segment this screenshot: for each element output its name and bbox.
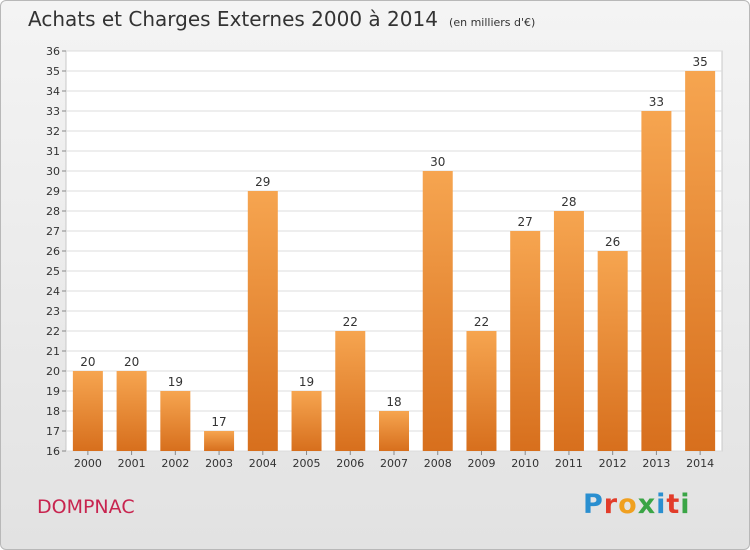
y-tick-label: 21: [46, 345, 60, 358]
y-tick-label: 31: [46, 145, 60, 158]
data-label: 27: [518, 215, 533, 229]
data-label: 28: [561, 195, 576, 209]
y-tick-label: 24: [46, 285, 60, 298]
x-axis: 2000 2001 2002 2003 2004 2005 2006 2007 2008 2009…: [74, 451, 714, 470]
y-tick-label: 29: [46, 185, 60, 198]
bar-2010: [510, 231, 541, 451]
x-tick-label: 2003: [205, 457, 233, 470]
y-tick-label: 35: [46, 65, 60, 78]
y-tick-label: 26: [46, 245, 60, 258]
y-tick-label: 36: [46, 45, 60, 58]
y-tick-label: 28: [46, 205, 60, 218]
x-tick-label: 2008: [424, 457, 452, 470]
y-tick-label: 18: [46, 405, 60, 418]
data-label: 33: [649, 95, 664, 109]
bars: 20 20 19 17 29 19 22 18 30 22 27 28 26 33 35: [72, 55, 716, 451]
x-tick-label: 2001: [118, 457, 146, 470]
x-tick-label: 2014: [686, 457, 714, 470]
data-label: 35: [692, 55, 707, 69]
y-tick-label: 23: [46, 305, 60, 318]
x-tick-label: 2000: [74, 457, 102, 470]
bar-2005: [291, 391, 322, 451]
data-label: 17: [211, 415, 226, 429]
x-tick-label: 2012: [599, 457, 627, 470]
bar-2000: [72, 371, 103, 451]
bar-2003: [204, 431, 235, 451]
y-tick-label: 34: [46, 85, 60, 98]
data-label: 22: [474, 315, 489, 329]
y-axis: 16 17 18 19 20 21 22 23 24 25 26 27 28 29 30 31 32 33 34 35…: [46, 45, 66, 458]
y-tick-label: 27: [46, 225, 60, 238]
bar-2014: [685, 71, 716, 451]
y-tick-label: 20: [46, 365, 60, 378]
y-tick-label: 30: [46, 165, 60, 178]
x-tick-label: 2005: [293, 457, 321, 470]
bar-2002: [160, 391, 191, 451]
chart-subtitle: (en milliers d'€): [449, 16, 536, 29]
data-label: 30: [430, 155, 445, 169]
y-tick-label: 33: [46, 105, 60, 118]
chart-title: Achats et Charges Externes 2000 à 2014: [28, 7, 438, 31]
data-label: 20: [80, 355, 95, 369]
y-tick-label: 17: [46, 425, 60, 438]
x-tick-label: 2010: [511, 457, 539, 470]
y-tick-label: 16: [46, 445, 60, 458]
bar-2004: [247, 191, 278, 451]
chart-title-block: Achats et Charges Externes 2000 à 2014 (…: [28, 7, 535, 31]
x-tick-label: 2009: [467, 457, 495, 470]
data-label: 22: [343, 315, 358, 329]
x-tick-label: 2011: [555, 457, 583, 470]
data-label: 19: [168, 375, 183, 389]
data-label: 18: [386, 395, 401, 409]
y-tick-label: 19: [46, 385, 60, 398]
x-tick-label: 2004: [249, 457, 277, 470]
y-tick-label: 25: [46, 265, 60, 278]
bar-2001: [116, 371, 147, 451]
bar-2013: [641, 111, 672, 451]
x-tick-label: 2013: [642, 457, 670, 470]
bar-2006: [335, 331, 366, 451]
y-tick-label: 22: [46, 325, 60, 338]
data-label: 20: [124, 355, 139, 369]
bar-2009: [466, 331, 497, 451]
x-tick-label: 2002: [161, 457, 189, 470]
bar-2008: [422, 171, 453, 451]
data-label: 29: [255, 175, 270, 189]
y-tick-label: 32: [46, 125, 60, 138]
x-tick-label: 2006: [336, 457, 364, 470]
bar-2012: [597, 251, 628, 451]
proxiti-logo: Proxiti: [583, 489, 691, 520]
bar-2007: [379, 411, 409, 451]
place-name: DOMPNAC: [37, 496, 135, 518]
x-tick-label: 2007: [380, 457, 408, 470]
data-label: 19: [299, 375, 314, 389]
bar-2011: [553, 211, 584, 451]
data-label: 26: [605, 235, 620, 249]
